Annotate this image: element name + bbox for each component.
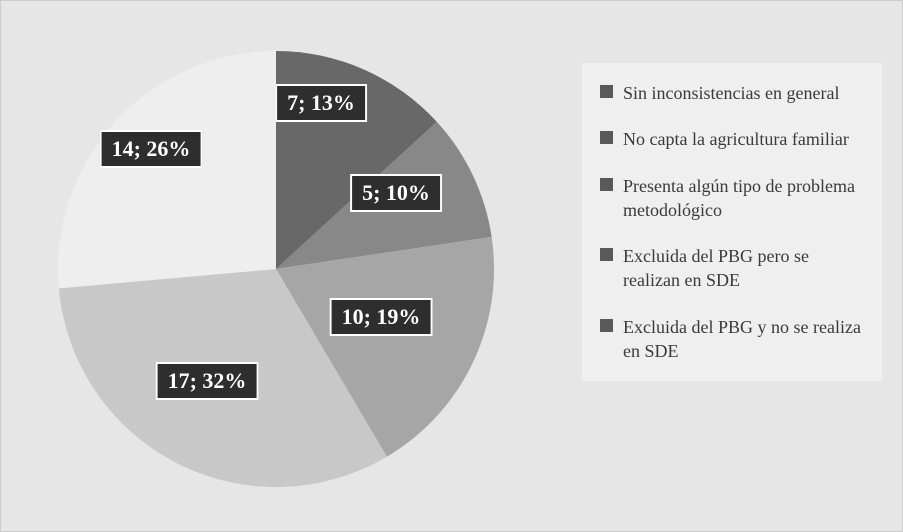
legend-swatch xyxy=(600,319,613,332)
data-label: 7; 13% xyxy=(275,84,367,122)
legend-label: Sin inconsistencias en general xyxy=(623,81,839,105)
data-label-value: 14 xyxy=(112,136,134,161)
data-label: 17; 32% xyxy=(156,362,259,400)
pie-slice xyxy=(58,51,276,288)
legend: Sin inconsistencias en general No capta l… xyxy=(582,63,882,381)
data-label: 14; 26% xyxy=(100,130,203,168)
legend-item: Sin inconsistencias en general xyxy=(600,81,864,105)
legend-swatch xyxy=(600,178,613,191)
data-label-percent: 10 xyxy=(386,180,408,205)
legend-item: Presenta algún tipo de problema metodoló… xyxy=(600,174,864,223)
legend-label: Presenta algún tipo de problema metodoló… xyxy=(623,174,864,223)
data-label-percent: 13 xyxy=(311,90,333,115)
data-label-percent: 26 xyxy=(146,136,168,161)
data-label-value: 5 xyxy=(362,180,373,205)
data-label: 10; 19% xyxy=(330,298,433,336)
legend-swatch xyxy=(600,131,613,144)
data-label-value: 7 xyxy=(287,90,298,115)
legend-label: Excluida del PBG y no se realiza en SDE xyxy=(623,315,864,364)
legend-label: No capta la agricultura familiar xyxy=(623,127,849,151)
legend-swatch xyxy=(600,85,613,98)
legend-item: No capta la agricultura familiar xyxy=(600,127,864,151)
legend-label: Excluida del PBG pero se realizan en SDE xyxy=(623,244,864,293)
legend-item: Excluida del PBG y no se realiza en SDE xyxy=(600,315,864,364)
legend-item: Excluida del PBG pero se realizan en SDE xyxy=(600,244,864,293)
data-label-value: 17 xyxy=(168,368,190,393)
data-label: 5; 10% xyxy=(350,174,442,212)
legend-swatch xyxy=(600,248,613,261)
data-label-percent: 32 xyxy=(202,368,224,393)
data-label-percent: 19 xyxy=(376,304,398,329)
data-label-value: 10 xyxy=(342,304,364,329)
pie-chart-area: 7; 13% 5; 10% 10; 19% 17; 32% 14; 26% xyxy=(1,1,581,532)
